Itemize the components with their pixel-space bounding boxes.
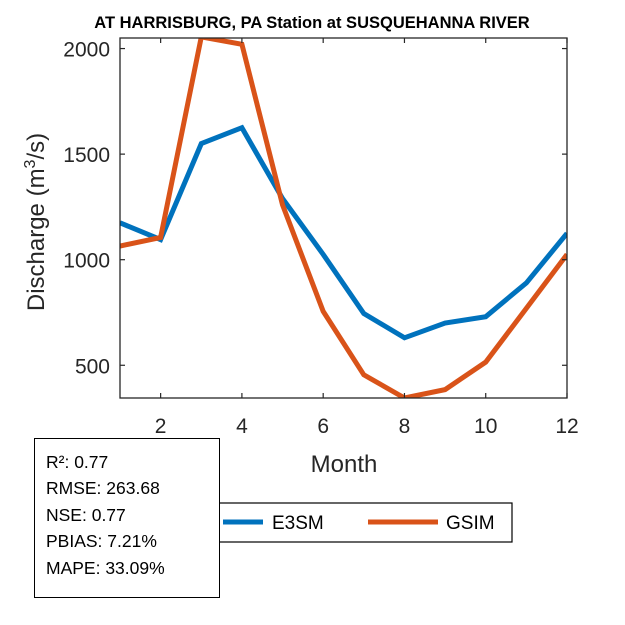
legend-label-gsim: GSIM <box>446 513 495 534</box>
y-axis-label-tail: /s) <box>23 133 50 160</box>
chart-title: AT HARRISBURG, PA Station at SUSQUEHANNA… <box>94 14 530 32</box>
series-line-e3sm <box>120 124 567 341</box>
series-line-gsim <box>120 38 567 398</box>
stats-pbias: PBIAS: 7.21% <box>46 531 157 552</box>
x-tick-label: 8 <box>399 415 411 438</box>
stats-nse: NSE: 0.77 <box>46 504 126 525</box>
y-axis-label-main: Discharge (m <box>23 168 50 311</box>
x-tick-label: 2 <box>155 415 167 438</box>
legend-label-e3sm: E3SM <box>272 513 324 534</box>
stats-mape: MAPE: 33.09% <box>46 557 165 578</box>
x-tick-label: 12 <box>555 415 578 438</box>
y-axis-label: Discharge (m3/s) <box>22 133 50 311</box>
y-tick-label: 2000 <box>63 39 110 62</box>
y-tick-label: 500 <box>75 355 110 378</box>
y-tick-label: 1500 <box>63 144 110 167</box>
axes-box <box>119 37 568 399</box>
x-tick-label: 4 <box>236 415 248 438</box>
x-tick-label: 6 <box>317 415 329 438</box>
y-tick-label: 1000 <box>63 250 110 273</box>
stats-r2: R²: 0.77 <box>46 452 109 472</box>
plot-area: 2 4 6 8 10 12 500 1000 1500 2000 <box>63 37 579 438</box>
y-axis-label-sup: 3 <box>22 159 39 168</box>
x-tick-label: 10 <box>474 415 497 438</box>
stats-box: R²: 0.77 RMSE: 263.68 NSE: 0.77 PBIAS: 7… <box>34 438 220 598</box>
x-axis-label: Month <box>311 451 378 478</box>
stats-rmse: RMSE: 263.68 <box>46 478 160 499</box>
legend: E3SM GSIM <box>203 502 513 543</box>
